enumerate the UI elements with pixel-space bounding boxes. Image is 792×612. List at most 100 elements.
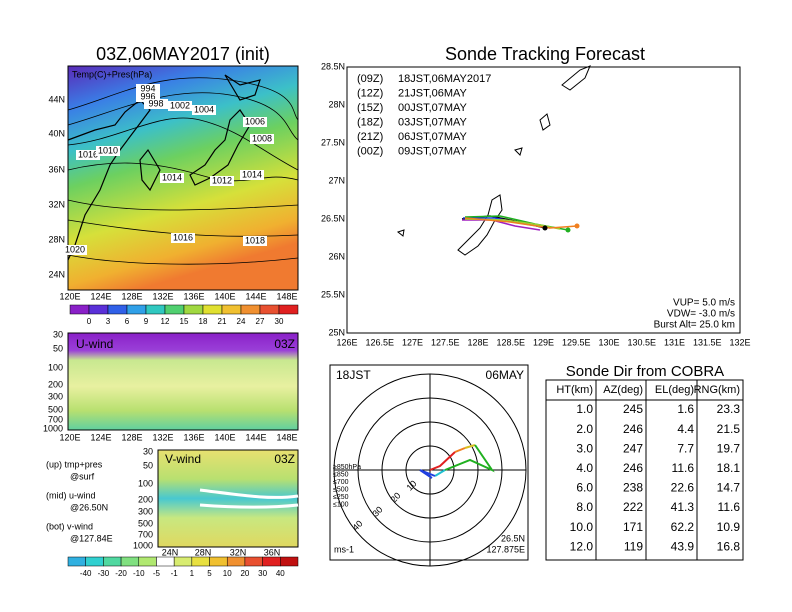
v-wind-field [157, 449, 299, 548]
isobar [67, 117, 299, 171]
pressure-label: 50 [143, 460, 153, 470]
isobar [67, 254, 299, 265]
colorbar-label: 40 [276, 569, 285, 578]
lat-label: 25N [328, 327, 345, 337]
lon-label: 136E [183, 432, 204, 442]
lat-label: 40N [48, 128, 65, 138]
pressure-label: 30 [53, 329, 63, 339]
isobar-label: 1002 [170, 100, 190, 110]
map-title: 03Z,06MAY2017 (init) [96, 44, 270, 64]
legend-code: (15Z) [357, 102, 383, 114]
legend-code: (21Z) [357, 131, 383, 143]
colorbar-label: 24 [237, 317, 246, 326]
lat-label: 26N [328, 251, 345, 261]
colorbar-label: 10 [223, 569, 232, 578]
isobar-label: 1020 [65, 244, 85, 254]
lon-label: 126.5E [365, 337, 394, 347]
level-legend: ≤250 [333, 494, 349, 501]
table-cell: 62.2 [671, 520, 695, 534]
isobar [67, 199, 299, 211]
island [396, 229, 405, 237]
burst-point [542, 225, 548, 231]
hodo-time: 18JST [336, 368, 371, 382]
level-legend: ≤850 [333, 471, 349, 478]
table-cell: 6.0 [576, 481, 593, 495]
pressure-label: 1000 [133, 540, 153, 550]
isobar-label-bg [243, 117, 267, 127]
colorbar-cell [107, 304, 128, 315]
launch-info: Burst Alt= 25.0 km [654, 320, 735, 331]
table-cell: 7.7 [677, 441, 694, 455]
table-cell: 246 [623, 422, 643, 436]
table-header: RNG(km) [694, 384, 740, 396]
lon-label: 120E [59, 291, 80, 301]
hodo-date: 06MAY [486, 368, 524, 382]
pressure-label: 200 [138, 494, 153, 504]
table-lines [546, 380, 743, 560]
panel-legend: @127.84E [70, 533, 113, 543]
u-wind-field [67, 332, 299, 431]
lon-label: 130E [598, 337, 619, 347]
colorbar-label: 6 [125, 317, 130, 326]
lon-label: 132E [152, 432, 173, 442]
colorbar-cell [88, 304, 109, 315]
isobar-label-bg [240, 170, 264, 180]
colorbar-cell [209, 556, 228, 567]
isobar-label-bg [76, 150, 100, 160]
pressure-label: 700 [138, 529, 153, 539]
isobar-label: 1010 [98, 145, 118, 155]
lon-label: 131E [664, 337, 685, 347]
lat-label: 27.5N [321, 137, 345, 147]
legend-text: 21JST,06MAY [398, 87, 468, 99]
table-cell: 247 [623, 441, 643, 455]
lat-label: 32N [48, 199, 65, 209]
panel-legend: @surf [70, 471, 95, 481]
lon-label: 128E [121, 291, 142, 301]
segment [454, 447, 466, 453]
segment [434, 469, 446, 477]
colorbar-cell [85, 556, 104, 567]
lon-label: 131.5E [693, 337, 722, 347]
table-cell: 8.0 [576, 500, 593, 514]
table-cell: 10.0 [570, 520, 594, 534]
isobar [67, 77, 299, 121]
colorbar-label: 30 [275, 317, 284, 326]
colorbar-label: 15 [180, 317, 189, 326]
legend-code: (09Z) [357, 73, 383, 85]
colorbar-cell [138, 556, 157, 567]
pressure-label: 300 [48, 391, 63, 401]
burst-point [574, 223, 580, 229]
table-cell: 18.1 [717, 461, 741, 475]
lon-label: 136E [183, 291, 204, 301]
colorbar-cell [164, 304, 185, 315]
lon-label: 127E [402, 337, 423, 347]
segment [419, 469, 436, 479]
lon-label: 124E [90, 432, 111, 442]
colorbar-cell [183, 304, 204, 315]
table-cell: 119 [624, 539, 643, 553]
colorbar-cell [262, 556, 281, 567]
colorbar-cell [226, 556, 246, 567]
panel-legend: @26.50N [70, 502, 108, 512]
colorbar-cell [126, 304, 147, 315]
table-frame [545, 379, 744, 561]
legend-code: (12Z) [357, 87, 383, 99]
colorbar-label: -20 [115, 569, 127, 578]
table-cell: 23.3 [717, 402, 741, 416]
isobar-label: 1016 [173, 232, 193, 242]
pressure-label: 700 [48, 414, 63, 424]
map-label: Temp(C)+Pres(hPa) [72, 69, 152, 79]
isobar-label-bg [192, 105, 216, 115]
table-header: AZ(deg) [603, 384, 643, 396]
lon-label: 132E [729, 337, 750, 347]
level-legend: ≤500 [333, 486, 349, 493]
isobar-label: 998 [148, 98, 163, 108]
table-cell: 171 [623, 520, 643, 534]
colorbar-label: 20 [240, 569, 249, 578]
colorbar-cell [103, 556, 122, 567]
lon-label: 132E [152, 291, 173, 301]
lat-label: 28.5N [321, 61, 345, 71]
panel-legend: (up) tmp+pres [46, 459, 103, 469]
legend-code: (00Z) [357, 145, 383, 157]
